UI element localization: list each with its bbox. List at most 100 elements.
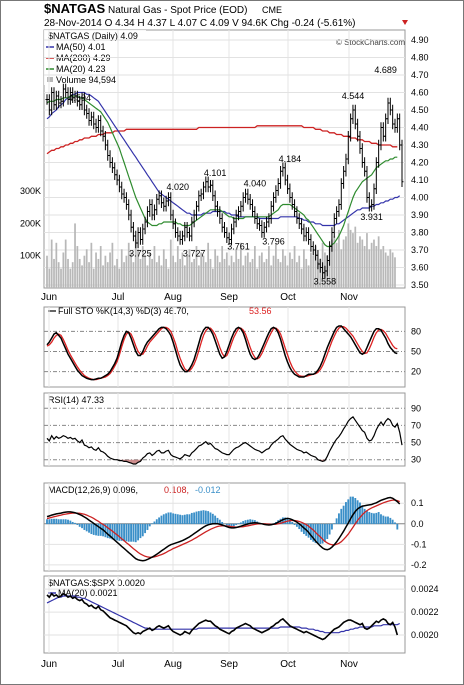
- macd-hist-bar-117: [319, 523, 322, 544]
- macd-hist-bar-88: [251, 519, 254, 525]
- exchange-label: CME: [262, 5, 282, 15]
- macd-hist-bar-138: [368, 512, 371, 525]
- macd-hist-bar-9: [67, 519, 69, 525]
- macd-hist-bar-81: [235, 523, 238, 525]
- price-tick-3: 4.60: [411, 88, 429, 98]
- macd-hist-bar-142: [377, 512, 380, 525]
- macd-hist-bar-79: [230, 523, 233, 527]
- volume-bar-46: [153, 246, 156, 288]
- symbol-title: $NATGAS: [44, 1, 105, 16]
- macd-hist-bar-4: [55, 518, 58, 525]
- macd-hist-bar-146: [387, 516, 389, 525]
- macd-hist-bar-41: [141, 523, 144, 537]
- volume-bar-57: [179, 258, 181, 288]
- macd-hist-bar-147: [389, 517, 392, 525]
- macd-hist-bar-59: [183, 514, 186, 525]
- macd-tick-3: -0.2: [411, 560, 427, 570]
- price-tick-1: 4.80: [411, 53, 429, 63]
- macd-hist-bar-72: [214, 515, 217, 525]
- macd-hist-bar-110: [302, 523, 305, 535]
- price-annotation-11: 3.931: [360, 212, 383, 222]
- down-arrow-icon: [402, 20, 408, 25]
- rsi-legend: RSI(14) 47.33: [48, 395, 104, 405]
- macd-hist-bar-120: [326, 523, 329, 540]
- macd-hist-bar-68: [204, 510, 207, 525]
- volume-bar-94: [265, 258, 268, 288]
- legend-price: $NATGAS (Daily) 4.09: [48, 31, 138, 41]
- volume-bar-78: [228, 265, 231, 288]
- volume-bar-76: [223, 258, 226, 288]
- volume-bar-10: [69, 268, 72, 288]
- macd-hist-bar-65: [197, 511, 200, 525]
- macd-hist-bar-125: [338, 513, 340, 525]
- macd-hist-bar-109: [300, 523, 303, 532]
- ma20-line: [46, 95, 398, 248]
- month-label-aug-bottom: Aug: [164, 659, 182, 670]
- macd-hist-bar-64: [195, 511, 198, 525]
- volume-bar-90: [256, 268, 259, 288]
- macd-hist-bar-83: [239, 522, 242, 525]
- volume-bar-88: [251, 258, 254, 288]
- volume-bar-71: [211, 268, 214, 288]
- month-label-sep-top: Sep: [220, 292, 238, 303]
- macd-tick-1: 0.0: [411, 519, 424, 529]
- volume-bar-137: [366, 233, 368, 288]
- volume-bar-104: [289, 252, 291, 288]
- macd-hist-bar-71: [211, 513, 214, 525]
- sto-d-line: [46, 326, 398, 381]
- volume-bar-29: [113, 265, 116, 288]
- price-tick-5: 4.40: [411, 123, 429, 133]
- macd-hist-bar-57: [179, 514, 182, 525]
- month-label-sep-bottom: Sep: [220, 659, 238, 670]
- volume-bar-11: [71, 262, 74, 288]
- volume-bar-134: [359, 236, 361, 288]
- volume-bar-59: [183, 265, 186, 288]
- volume-bar-0: [46, 255, 48, 288]
- volume-bar-31: [118, 268, 121, 288]
- volume-bar-30: [116, 258, 118, 288]
- price-annotation-6: 4.040: [244, 179, 267, 189]
- volume-bar-62: [190, 262, 193, 288]
- macd-hist-bar-128: [345, 502, 347, 525]
- price-annotation-3: 3.727: [183, 249, 206, 259]
- macd-hist-bar-66: [200, 510, 203, 525]
- macd-hist-bar-141: [375, 512, 378, 525]
- price-annotation-7: 3.796: [262, 236, 285, 246]
- legend-volume: Volume 94,594: [56, 75, 116, 85]
- volume-bar-52: [167, 268, 170, 288]
- macd-hist-bar-84: [242, 521, 245, 525]
- volume-bar-33: [123, 262, 125, 288]
- macd-hist-bar-69: [207, 511, 210, 525]
- sto-tick-1: 50: [411, 347, 421, 357]
- legend-ratio-ma: MA(20) 0.0021: [58, 588, 118, 598]
- macd-legend: MACD(12,26,9) 0.096, 0.108, -0.012: [48, 485, 221, 495]
- macd-hist-bar-27: [109, 523, 111, 539]
- volume-bar-45: [151, 258, 153, 288]
- macd-hist-bar-119: [323, 523, 326, 542]
- macd-hist-bar-43: [146, 523, 149, 530]
- macd-hist-bar-62: [190, 512, 193, 525]
- volume-tick-2: 100K: [20, 251, 41, 261]
- volume-bar-135: [361, 239, 364, 288]
- macd-hist-bar-136: [363, 508, 366, 525]
- volume-bar-49: [160, 265, 163, 288]
- macd-hist-bar-60: [186, 514, 189, 525]
- month-label-jun-top: Jun: [41, 292, 57, 303]
- volume-bar-14: [78, 258, 81, 288]
- macd-hist-bar-108: [298, 523, 301, 530]
- volume-bar-43: [146, 265, 149, 288]
- macd-hist-bar-36: [130, 523, 133, 542]
- volume-bar-3: [53, 258, 55, 288]
- macd-tick-0: 0.1: [411, 498, 424, 508]
- volume-bar-95: [268, 246, 270, 288]
- volume-bar-13: [76, 246, 79, 288]
- ohlc-line: 28-Nov-2014 O 4.34 H 4.37 L 4.07 C 4.09 …: [44, 18, 355, 29]
- macd-hist-bar-85: [244, 520, 247, 525]
- volume-bar-139: [370, 242, 373, 288]
- volume-bar-73: [216, 255, 219, 288]
- volume-bar-79: [230, 255, 233, 288]
- volume-bar-110: [303, 249, 305, 288]
- macd-hist-bar-25: [104, 523, 107, 538]
- macd-hist-bar-145: [384, 516, 387, 525]
- macd-hist-bar-107: [295, 523, 298, 527]
